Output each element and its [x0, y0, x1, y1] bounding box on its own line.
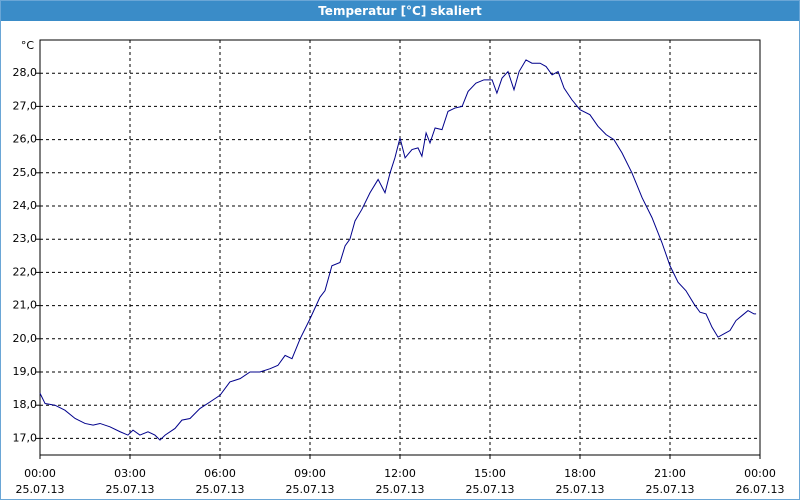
x-tick-date: 25.07.13 — [646, 483, 695, 496]
x-tick-date: 25.07.13 — [106, 483, 155, 496]
y-tick-label: 28,0 — [13, 66, 38, 79]
y-tick-label: 23,0 — [13, 232, 38, 245]
x-tick-label: 00:00 — [24, 467, 56, 480]
y-tick-label: 19,0 — [13, 365, 38, 378]
y-tick-label: 27,0 — [13, 99, 38, 112]
x-tick-label: 00:00 — [744, 467, 776, 480]
x-tick-date: 25.07.13 — [376, 483, 425, 496]
title-bar: Temperatur [°C] skaliert — [1, 1, 799, 21]
chart: °C 17,0 18,0 19,0 20,0 21,0 22,0 23,0 24,0 25,0 2… — [13, 39, 785, 496]
y-tick-label: 26,0 — [13, 133, 38, 146]
x-tick-date: 25.07.13 — [16, 483, 65, 496]
y-tick-label: 25,0 — [13, 166, 38, 179]
x-tick-label: 03:00 — [114, 467, 146, 480]
y-tick-label: 18,0 — [13, 398, 38, 411]
x-tick-label: 18:00 — [564, 467, 596, 480]
y-tick-label: 17,0 — [13, 431, 38, 444]
x-tick-date: 25.07.13 — [196, 483, 245, 496]
x-tick-label: 09:00 — [294, 467, 326, 480]
x-tick-date: 25.07.13 — [286, 483, 335, 496]
x-tick-date: 26.07.13 — [736, 483, 785, 496]
y-tick-label: 20,0 — [13, 332, 38, 345]
x-tick-label: 06:00 — [204, 467, 236, 480]
y-tick-label: 24,0 — [13, 199, 38, 212]
x-tick-label: 15:00 — [474, 467, 506, 480]
x-tick-date: 25.07.13 — [556, 483, 605, 496]
temperature-line — [39, 59, 757, 441]
y-unit: °C — [21, 39, 35, 52]
x-tick-label: 21:00 — [654, 467, 686, 480]
y-tick-label: 22,0 — [13, 265, 38, 278]
y-tick-label: 21,0 — [13, 299, 38, 312]
x-tick-date: 25.07.13 — [466, 483, 515, 496]
x-tick-label: 12:00 — [384, 467, 416, 480]
plot-frame — [39, 39, 761, 456]
